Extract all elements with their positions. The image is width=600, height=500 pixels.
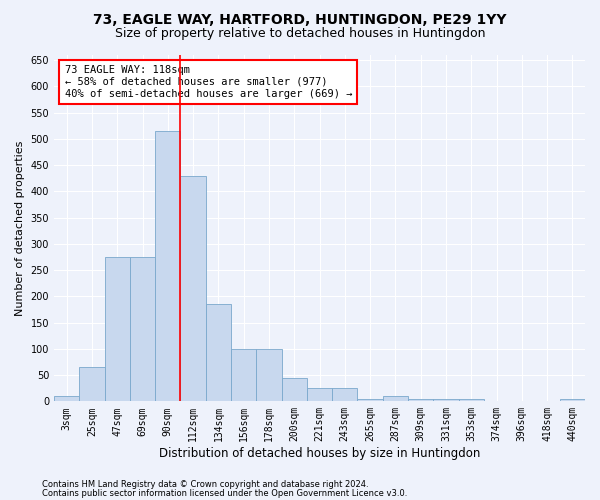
Text: Contains HM Land Registry data © Crown copyright and database right 2024.: Contains HM Land Registry data © Crown c… xyxy=(42,480,368,489)
Bar xyxy=(408,398,433,402)
X-axis label: Distribution of detached houses by size in Huntingdon: Distribution of detached houses by size … xyxy=(159,447,480,460)
Text: Size of property relative to detached houses in Huntingdon: Size of property relative to detached ho… xyxy=(115,28,485,40)
Bar xyxy=(281,378,307,402)
Text: 73 EAGLE WAY: 118sqm
← 58% of detached houses are smaller (977)
40% of semi-deta: 73 EAGLE WAY: 118sqm ← 58% of detached h… xyxy=(65,66,352,98)
Bar xyxy=(256,349,281,402)
Bar xyxy=(383,396,408,402)
Bar xyxy=(155,131,181,402)
Bar xyxy=(54,396,79,402)
Text: Contains public sector information licensed under the Open Government Licence v3: Contains public sector information licen… xyxy=(42,488,407,498)
Bar xyxy=(104,257,130,402)
Bar xyxy=(206,304,231,402)
Bar xyxy=(181,176,206,402)
Bar xyxy=(433,398,458,402)
Y-axis label: Number of detached properties: Number of detached properties xyxy=(15,140,25,316)
Bar xyxy=(358,398,383,402)
Bar xyxy=(130,257,155,402)
Bar xyxy=(458,398,484,402)
Bar xyxy=(332,388,358,402)
Bar xyxy=(231,349,256,402)
Bar xyxy=(560,398,585,402)
Bar xyxy=(79,367,104,402)
Bar xyxy=(307,388,332,402)
Text: 73, EAGLE WAY, HARTFORD, HUNTINGDON, PE29 1YY: 73, EAGLE WAY, HARTFORD, HUNTINGDON, PE2… xyxy=(93,12,507,26)
